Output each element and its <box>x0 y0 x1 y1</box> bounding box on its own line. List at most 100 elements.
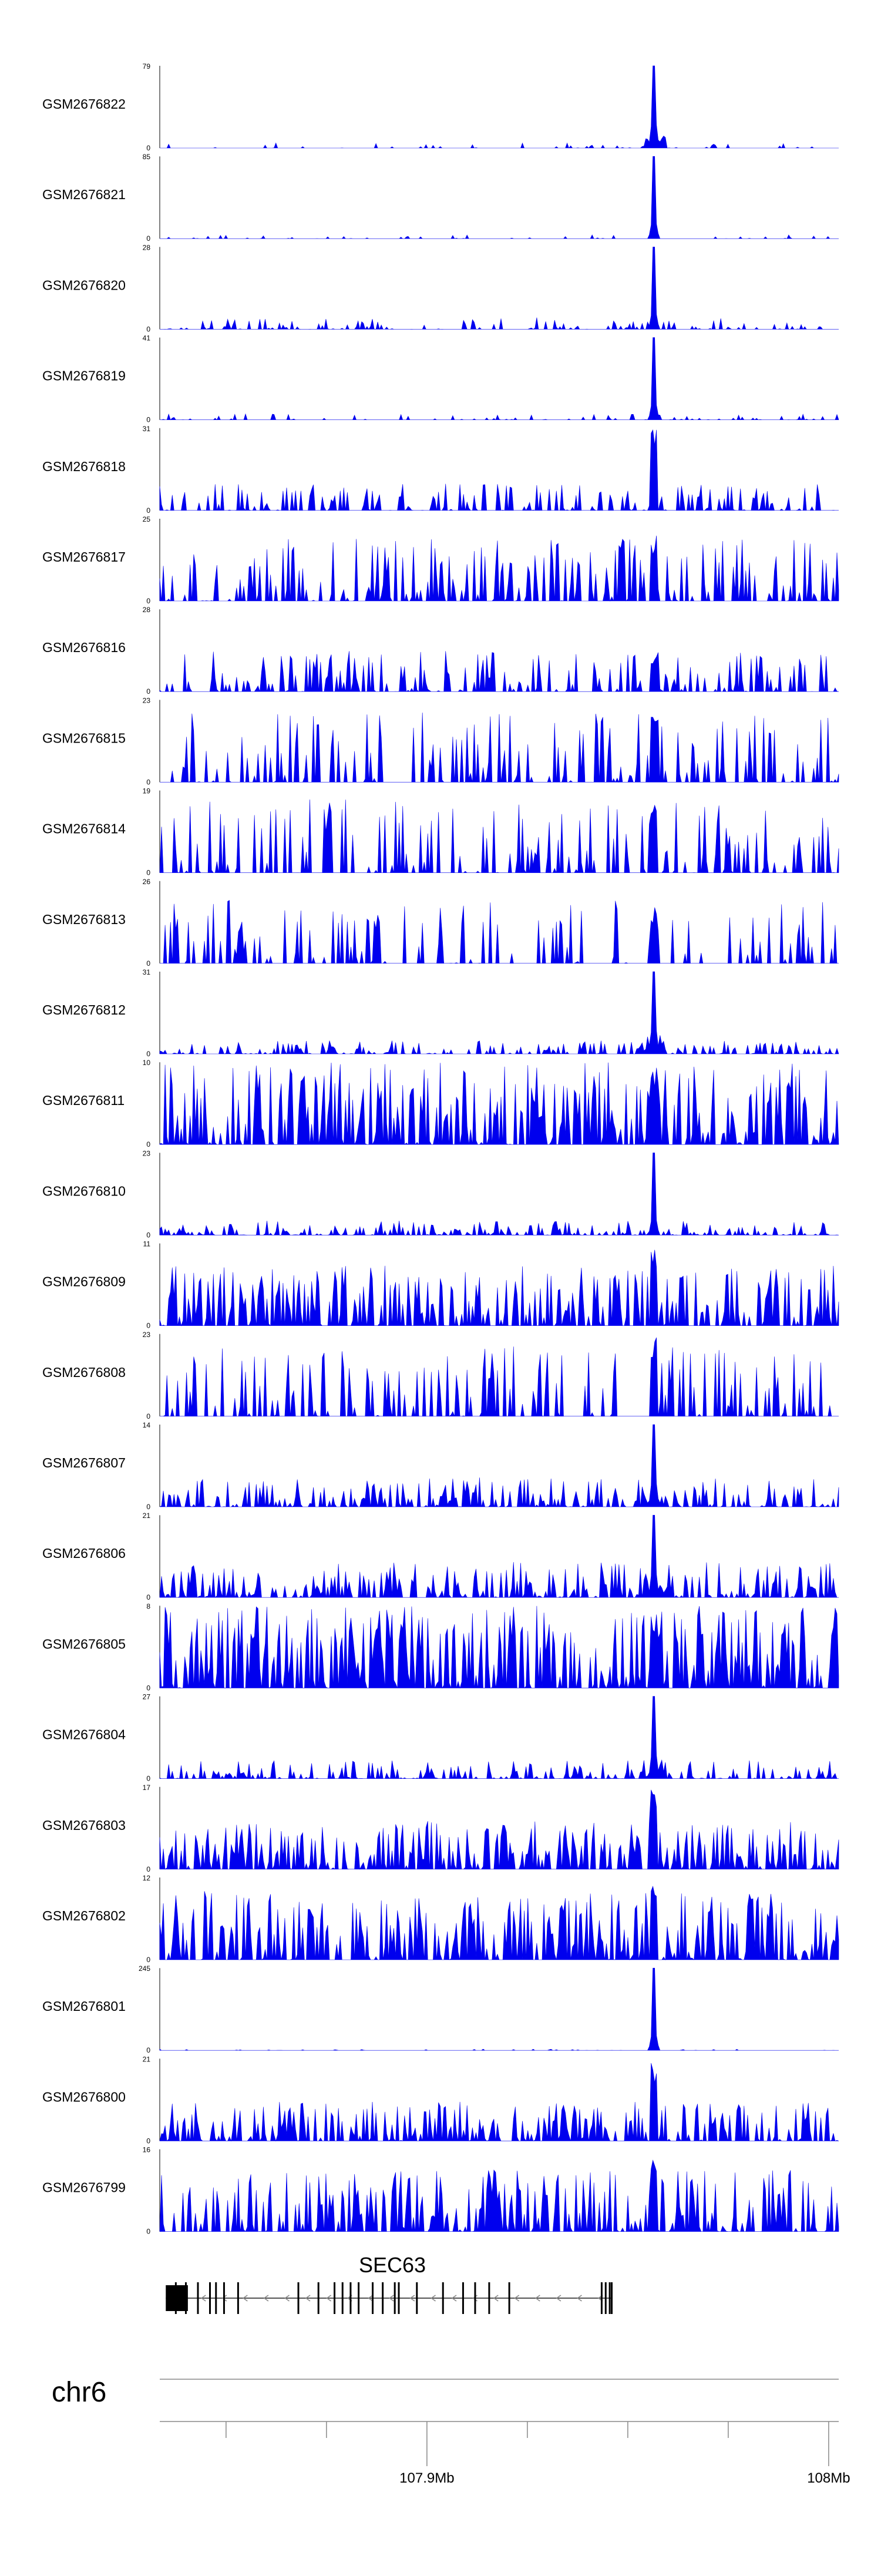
track-label: GSM2676812 <box>42 1002 126 1017</box>
track-label: GSM2676818 <box>42 459 126 474</box>
track-ymin-label: 0 <box>146 959 150 968</box>
track-gsm2676807: GSM2676807 14 0 <box>42 1421 839 1511</box>
track-gsm2676804: GSM2676804 27 0 <box>42 1693 839 1783</box>
coverage-area <box>159 2159 839 2232</box>
track-ymax-label: 14 <box>143 1421 151 1429</box>
track-label: GSM2676808 <box>42 1365 126 1380</box>
track-label: GSM2676803 <box>42 1818 126 1833</box>
coverage-area <box>159 1606 839 1689</box>
strand-chevron-icon <box>368 2295 374 2302</box>
track-ymin-label: 0 <box>146 597 150 605</box>
track-ymax-label: 23 <box>143 1149 151 1157</box>
track-gsm2676811: GSM2676811 10 0 <box>42 1059 839 1148</box>
track-label: GSM2676819 <box>42 368 126 384</box>
track-gsm2676802: GSM2676802 12 0 <box>42 1874 839 1964</box>
track-gsm2676820: GSM2676820 28 0 <box>42 243 839 333</box>
track-label: GSM2676800 <box>42 2089 126 2104</box>
coverage-area <box>159 429 839 511</box>
strand-chevron-icon <box>577 2295 582 2302</box>
track-ymax-label: 21 <box>143 2055 151 2063</box>
track-label: GSM2676802 <box>42 1908 126 1923</box>
coverage-area <box>160 900 839 964</box>
strand-chevron-icon <box>305 2295 311 2302</box>
coverage-area <box>159 1967 839 2051</box>
track-gsm2676810: GSM2676810 23 0 <box>42 1149 839 1239</box>
track-label: GSM2676817 <box>42 549 126 565</box>
strand-chevron-icon <box>451 2295 457 2302</box>
coverage-area <box>159 1153 839 1236</box>
track-ymin-label: 0 <box>146 687 150 696</box>
coverage-area <box>159 1886 839 1960</box>
coverage-area <box>159 2063 839 2142</box>
track-label: GSM2676799 <box>42 2180 126 2195</box>
track-ymax-label: 12 <box>143 1874 151 1882</box>
track-ymax-label: 26 <box>143 878 151 886</box>
track-label: GSM2676810 <box>42 1183 126 1198</box>
track-gsm2676799: GSM2676799 16 0 <box>42 2146 839 2236</box>
track-ymin-label: 0 <box>146 1865 150 1873</box>
coverage-area <box>160 713 839 783</box>
chromosome-axis: chr6 107.9Mb 108Mb <box>52 2377 850 2486</box>
strand-chevron-icon <box>284 2295 290 2302</box>
track-label: GSM2676820 <box>42 277 126 293</box>
track-label: GSM2676822 <box>42 96 126 112</box>
track-ymin-label: 0 <box>146 778 150 786</box>
track-label: GSM2676807 <box>42 1455 126 1470</box>
strand-chevron-icon <box>242 2295 248 2302</box>
track-gsm2676801: GSM2676801 245 0 <box>42 1964 839 2054</box>
track-ymax-label: 31 <box>143 425 151 433</box>
track-ymin-label: 0 <box>146 144 150 152</box>
coverage-area <box>159 1514 839 1598</box>
strand-chevron-icon <box>263 2295 269 2302</box>
track-gsm2676821: GSM2676821 85 0 <box>42 153 839 243</box>
track-gsm2676814: GSM2676814 19 0 <box>42 787 839 877</box>
track-ymin-label: 0 <box>146 416 150 424</box>
strand-chevron-icon <box>200 2295 206 2302</box>
track-label: GSM2676809 <box>42 1274 126 1289</box>
coverage-area <box>160 156 839 239</box>
track-ymin-label: 0 <box>146 1140 150 1148</box>
track-ymax-label: 31 <box>143 968 151 976</box>
track-gsm2676805: GSM2676805 8 0 <box>42 1602 839 1692</box>
track-ymax-label: 16 <box>143 2146 151 2154</box>
strand-chevron-icon <box>409 2295 415 2302</box>
track-label: GSM2676806 <box>42 1546 126 1561</box>
coverage-area <box>159 799 839 874</box>
track-ymin-label: 0 <box>146 1231 150 1239</box>
track-gsm2676806: GSM2676806 21 0 <box>42 1512 839 1601</box>
track-ymin-label: 0 <box>146 1503 150 1511</box>
track-ymax-label: 79 <box>143 62 151 70</box>
track-ymin-label: 0 <box>146 325 150 333</box>
track-ymax-label: 41 <box>143 334 151 342</box>
track-ymin-label: 0 <box>146 1050 150 1058</box>
gene-utr-block <box>166 2285 188 2311</box>
track-gsm2676808: GSM2676808 23 0 <box>42 1331 839 1420</box>
track-ymax-label: 245 <box>139 1964 150 1973</box>
track-ymax-label: 10 <box>143 1059 151 1067</box>
track-gsm2676813: GSM2676813 26 0 <box>42 878 839 968</box>
track-ymax-label: 23 <box>143 696 151 704</box>
coverage-area <box>159 1062 839 1146</box>
strand-chevron-icon <box>388 2295 394 2302</box>
coverage-area <box>159 1696 839 1779</box>
track-gsm2676815: GSM2676815 23 0 <box>42 696 839 786</box>
coverage-area <box>159 535 839 602</box>
track-label: GSM2676815 <box>42 730 126 745</box>
track-ymax-label: 85 <box>143 153 151 161</box>
strand-chevron-icon <box>534 2295 540 2302</box>
coverage-area <box>159 971 839 1055</box>
track-ymin-label: 0 <box>146 234 150 243</box>
axis-tick-label: 108Mb <box>807 2470 850 2486</box>
track-ymin-label: 0 <box>146 1412 150 1420</box>
track-label: GSM2676814 <box>42 821 126 837</box>
chromosome-label: chr6 <box>52 2377 106 2408</box>
strand-chevron-icon <box>556 2295 561 2302</box>
track-label: GSM2676801 <box>42 1999 126 2014</box>
track-label: GSM2676821 <box>42 187 126 202</box>
coverage-area <box>160 247 839 330</box>
track-gsm2676822: GSM2676822 79 0 <box>42 62 839 152</box>
track-gsm2676819: GSM2676819 41 0 <box>42 334 839 424</box>
strand-chevron-icon <box>514 2295 520 2302</box>
